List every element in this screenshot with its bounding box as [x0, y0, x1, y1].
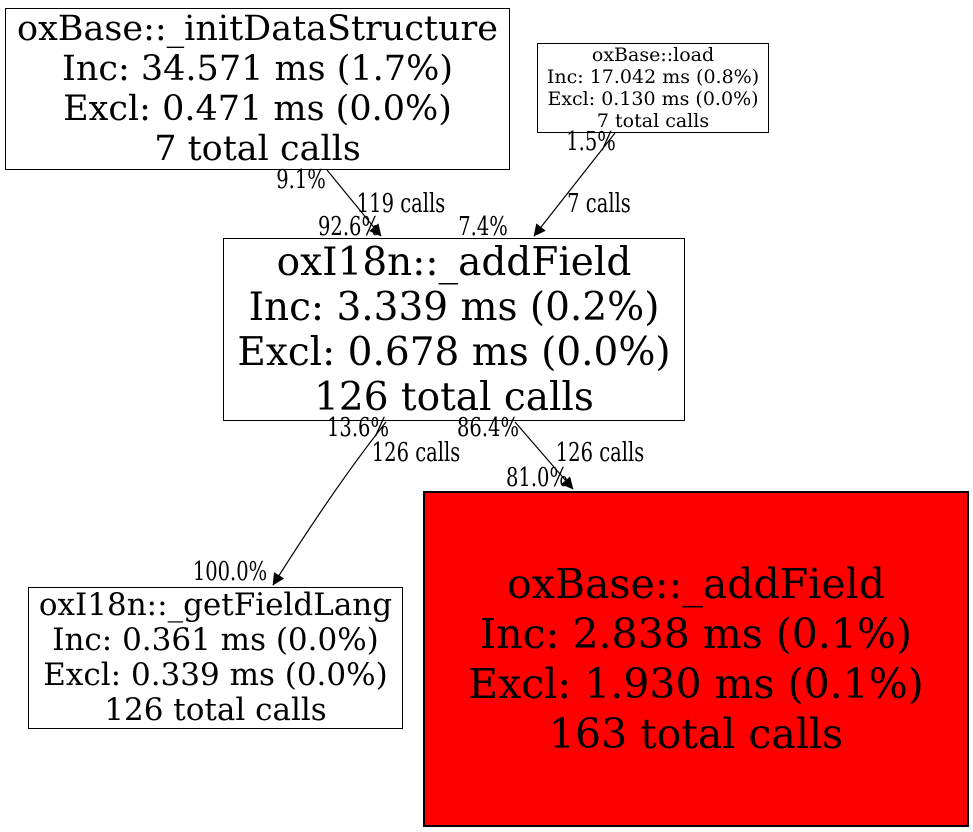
node-oxbase-addfield-hot: oxBase::_addField Inc: 2.838 ms (0.1%) E… — [423, 491, 969, 827]
edge-initdatastructure-to-i18n-addfield — [326, 169, 382, 237]
node-total-calls: 7 total calls — [154, 129, 361, 169]
node-inclusive-time: Inc: 3.339 ms (0.2%) — [248, 284, 660, 330]
node-inclusive-time: Inc: 0.361 ms (0.0%) — [52, 622, 379, 658]
node-total-calls: 163 total calls — [548, 710, 844, 758]
edge-i18n-addfield-to-getfieldlang — [272, 421, 387, 586]
edge-source-percent-label: 9.1% — [276, 165, 326, 195]
node-oxbase-initdatastructure: oxBase::_initDataStructure Inc: 34.571 m… — [5, 8, 510, 170]
node-oxi18n-addfield: oxI18n::_addField Inc: 3.339 ms (0.2%) E… — [223, 238, 685, 421]
node-oxbase-load: oxBase::load Inc: 17.042 ms (0.8%) Excl:… — [537, 43, 769, 133]
edge-source-percent-label: 86.4% — [457, 413, 519, 443]
edge-calls-label: 126 calls — [555, 438, 645, 468]
node-total-calls: 126 total calls — [104, 692, 327, 728]
node-title: oxBase::load — [591, 44, 715, 66]
node-exclusive-time: Excl: 0.339 ms (0.0%) — [43, 657, 388, 693]
edge-calls-label: 126 calls — [371, 438, 461, 468]
node-title: oxI18n::_getFieldLang — [38, 587, 393, 623]
node-inclusive-time: Inc: 34.571 ms (1.7%) — [62, 49, 453, 89]
edge-source-percent-label: 13.6% — [327, 413, 389, 443]
edge-target-percent-label: 92.6% — [318, 212, 380, 242]
node-inclusive-time: Inc: 2.838 ms (0.1%) — [480, 610, 912, 658]
node-exclusive-time: Excl: 0.130 ms (0.0%) — [547, 88, 759, 110]
node-title: oxI18n::_addField — [276, 239, 632, 285]
node-total-calls: 7 total calls — [596, 110, 710, 132]
edge-target-percent-label: 81.0% — [506, 463, 568, 493]
edge-target-percent-label: 100.0% — [192, 557, 268, 587]
node-exclusive-time: Excl: 0.471 ms (0.0%) — [63, 89, 452, 129]
edge-source-percent-label: 1.5% — [566, 127, 616, 157]
node-exclusive-time: Excl: 1.930 ms (0.1%) — [468, 660, 924, 708]
edge-calls-label: 7 calls — [567, 189, 631, 219]
node-exclusive-time: Excl: 0.678 ms (0.0%) — [237, 329, 671, 375]
edge-target-percent-label: 7.4% — [458, 212, 508, 242]
edge-calls-label: 119 calls — [356, 189, 446, 219]
edge-load-to-i18n-addfield — [533, 132, 616, 237]
node-title: oxBase::_addField — [507, 560, 885, 608]
node-inclusive-time: Inc: 17.042 ms (0.8%) — [546, 66, 760, 88]
node-total-calls: 126 total calls — [314, 374, 594, 420]
node-title: oxBase::_initDataStructure — [17, 9, 498, 49]
edge-i18n-addfield-to-base-addfield — [514, 421, 574, 490]
node-oxi18n-getfieldlang: oxI18n::_getFieldLang Inc: 0.361 ms (0.0… — [28, 587, 403, 729]
